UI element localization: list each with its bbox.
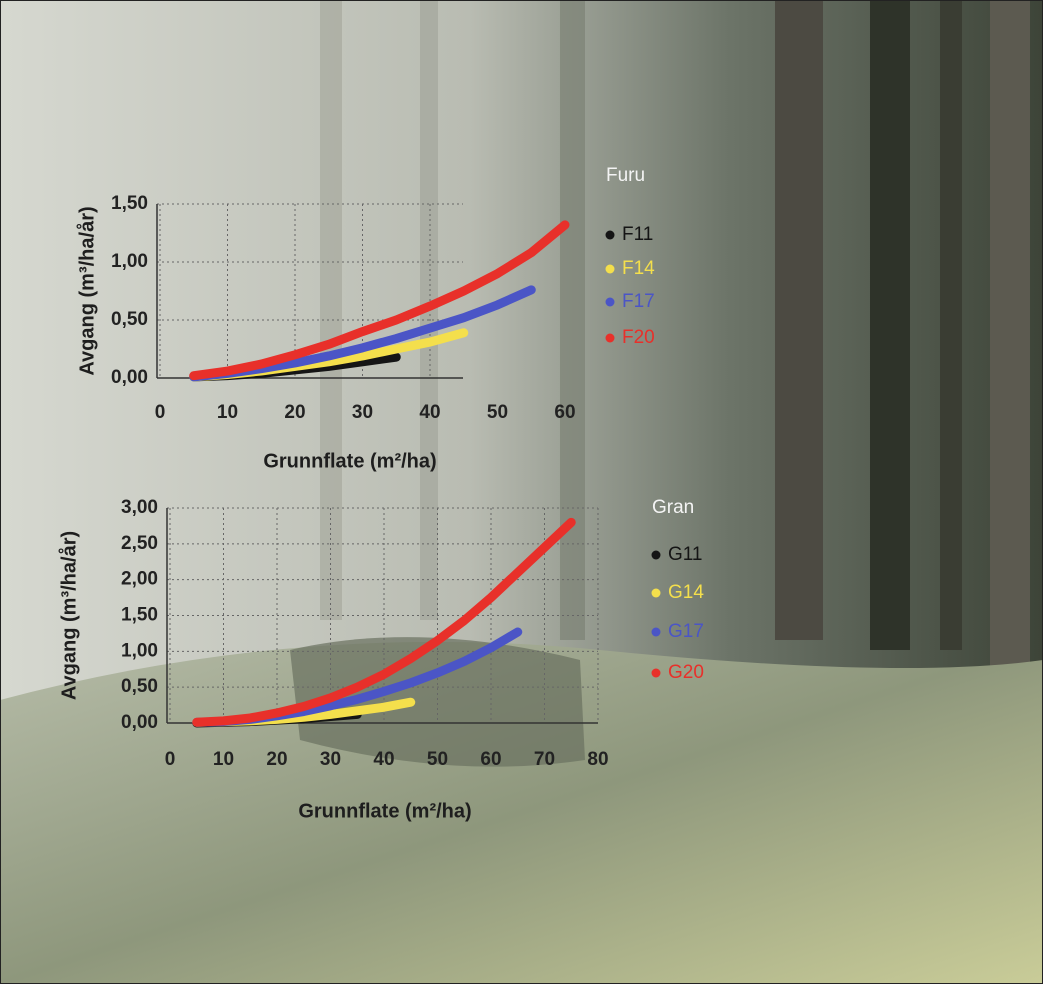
x-tick-label: 0 — [155, 402, 166, 423]
legend-label: G20 — [668, 662, 704, 683]
y-tick-label: 0,00 — [111, 367, 148, 388]
y-tick-label: 1,00 — [121, 640, 158, 661]
legend-swatch — [652, 551, 661, 560]
x-tick-label: 10 — [213, 749, 234, 770]
legend-title: Gran — [652, 497, 694, 518]
y-tick-label: 2,00 — [121, 569, 158, 590]
y-axis-label: Avgang (m³/ha/år) — [75, 206, 98, 375]
x-tick-label: 20 — [266, 749, 287, 770]
x-tick-label: 50 — [487, 402, 508, 423]
x-tick-label: 50 — [427, 749, 448, 770]
y-tick-label: 1,50 — [121, 605, 158, 626]
legend-label: F20 — [622, 327, 655, 348]
y-tick-label: 0,50 — [111, 309, 148, 330]
y-tick-label: 1,00 — [111, 251, 148, 272]
x-tick-label: 30 — [320, 749, 341, 770]
y-tick-label: 1,50 — [111, 193, 148, 214]
x-tick-label: 40 — [373, 749, 394, 770]
legend-label: F17 — [622, 291, 655, 312]
x-tick-label: 30 — [352, 402, 373, 423]
legend-label: G11 — [668, 544, 703, 565]
x-tick-label: 0 — [165, 749, 176, 770]
x-axis-label: Grunnflate (m²/ha) — [263, 450, 436, 472]
legend-swatch — [606, 334, 615, 343]
legend-title: Furu — [606, 165, 645, 186]
chart: 0,00 0,50 1,00 1,50 0 10 20 30 40 50 60 Grunnflate … — [0, 0, 1043, 984]
x-tick-label: 80 — [587, 749, 608, 770]
x-axis-label: Grunnflate (m²/ha) — [298, 800, 471, 822]
legend-swatch — [606, 231, 615, 240]
x-tick-label: 60 — [554, 402, 575, 423]
legend-swatch — [606, 298, 615, 307]
x-tick-label: 70 — [534, 749, 555, 770]
x-tick-label: 20 — [284, 402, 305, 423]
legend-label: F14 — [622, 258, 655, 279]
legend-label: F11 — [622, 224, 653, 245]
legend-label: G17 — [668, 621, 704, 642]
y-tick-label: 0,50 — [121, 676, 158, 697]
legend-label: G14 — [668, 582, 704, 603]
y-tick-label: 2,50 — [121, 533, 158, 554]
x-tick-label: 60 — [480, 749, 501, 770]
page: 0,00 0,50 1,00 1,50 0 10 20 30 40 50 60 Grunnflate … — [0, 0, 1043, 984]
legend-swatch — [606, 265, 615, 274]
legend-swatch — [652, 628, 661, 637]
legend-swatch — [652, 669, 661, 678]
background-photo — [0, 0, 1043, 984]
y-axis-label: Avgang (m³/ha/år) — [57, 531, 80, 700]
y-tick-label: 0,00 — [121, 712, 158, 733]
x-tick-label: 10 — [217, 402, 238, 423]
legend-swatch — [652, 589, 661, 598]
y-tick-label: 3,00 — [121, 497, 158, 518]
x-tick-label: 40 — [419, 402, 440, 423]
